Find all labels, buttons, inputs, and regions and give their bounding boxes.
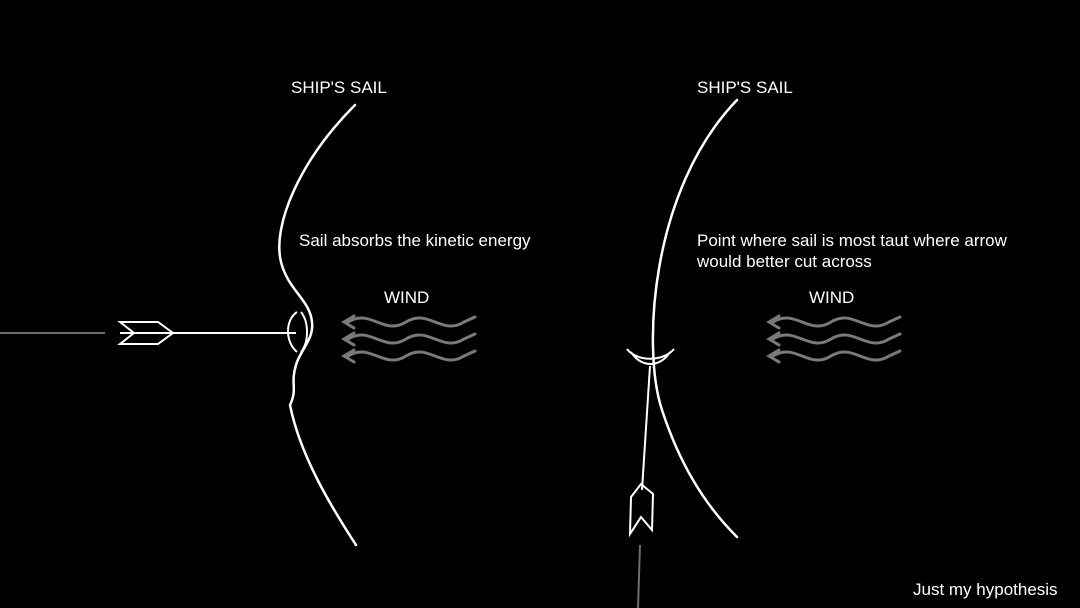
right-arrowhead [626,348,675,365]
left-arrow-fletching [117,321,175,345]
left-wind-label: WIND [384,288,430,307]
right-annotation-line1: Point where sail is most taut where arro… [697,231,1007,250]
right-sail-curve [651,98,739,539]
right-wind-label: WIND [809,288,855,307]
right-annotation: Point where sail is most taut where arro… [697,230,1007,272]
right-arrow-fletching [628,482,655,538]
credit-text: Just my hypothesis [913,580,1058,599]
right-annotation-line2: would better cut across [697,252,872,271]
left-sail-label: SHIP'S SAIL [291,78,387,97]
right-wind-icon [766,314,902,364]
right-panel [626,98,902,608]
left-wind-icon [341,314,477,364]
right-arrow-trail [637,544,641,608]
left-panel [0,103,477,547]
left-arrowhead [287,311,308,353]
right-sail-label: SHIP'S SAIL [697,78,793,97]
left-sail-curve [278,103,358,547]
right-arrow-shaft [641,365,651,491]
left-annotation: Sail absorbs the kinetic energy [299,231,531,250]
